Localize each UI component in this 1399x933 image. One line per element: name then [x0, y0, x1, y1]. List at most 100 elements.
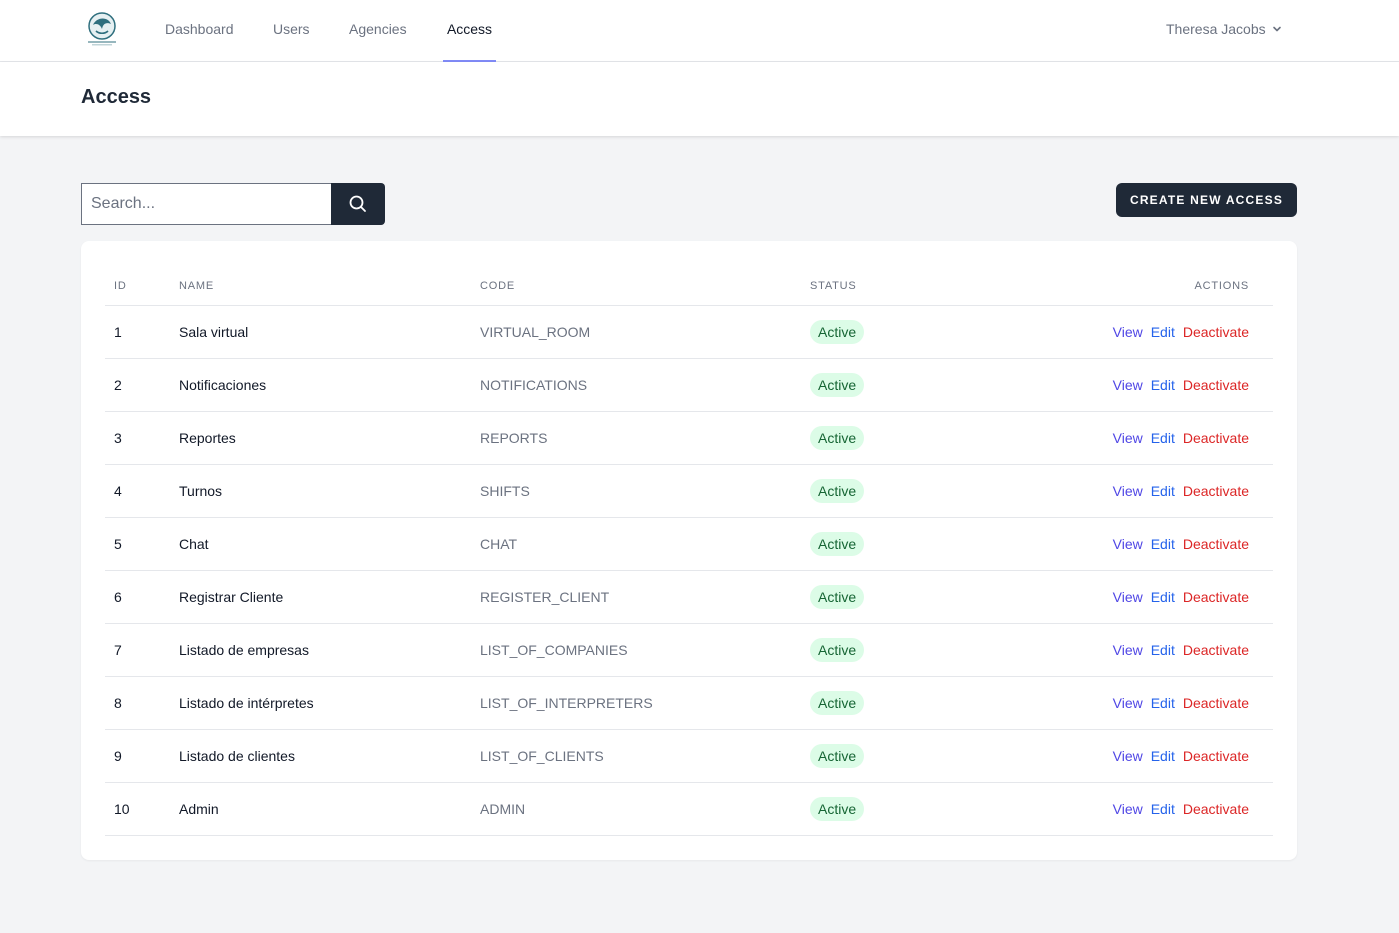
- search-bar: [81, 183, 385, 225]
- user-menu[interactable]: Theresa Jacobs: [1166, 0, 1282, 58]
- deactivate-link[interactable]: Deactivate: [1182, 747, 1249, 764]
- edit-link[interactable]: Edit: [1150, 482, 1175, 499]
- view-link[interactable]: View: [1112, 800, 1143, 817]
- app-logo[interactable]: [85, 11, 119, 47]
- cell-name: Sala virtual: [179, 305, 480, 359]
- status-badge: Active: [810, 425, 865, 450]
- edit-link[interactable]: Edit: [1150, 376, 1175, 393]
- cell-code: ADMIN: [480, 782, 810, 836]
- cell-name: Notificaciones: [179, 358, 480, 412]
- deactivate-link[interactable]: Deactivate: [1182, 376, 1249, 393]
- cell-name: Chat: [179, 517, 480, 571]
- cell-code: LIST_OF_INTERPRETERS: [480, 676, 810, 730]
- table-row: 8 Listado de intérpretes LIST_OF_INTERPR…: [105, 676, 1273, 730]
- deactivate-link[interactable]: Deactivate: [1182, 535, 1249, 552]
- cell-id: 1: [105, 305, 179, 359]
- edit-link[interactable]: Edit: [1150, 694, 1175, 711]
- column-header-status: STATUS: [810, 267, 1060, 306]
- cell-name: Listado de empresas: [179, 623, 480, 677]
- search-input[interactable]: [81, 183, 331, 225]
- deactivate-link[interactable]: Deactivate: [1182, 482, 1249, 499]
- nav-link-users[interactable]: Users: [273, 21, 310, 37]
- nav-link-agencies[interactable]: Agencies: [349, 21, 407, 37]
- status-badge: Active: [810, 478, 865, 503]
- cell-code: LIST_OF_CLIENTS: [480, 729, 810, 783]
- edit-link[interactable]: Edit: [1150, 323, 1175, 340]
- nav-link-access[interactable]: Access: [443, 0, 496, 62]
- status-badge: Active: [810, 531, 865, 556]
- deactivate-link[interactable]: Deactivate: [1182, 800, 1249, 817]
- status-badge: Active: [810, 637, 865, 662]
- view-link[interactable]: View: [1112, 535, 1143, 552]
- table-row: 6 Registrar Cliente REGISTER_CLIENT Acti…: [105, 570, 1273, 624]
- table-row: 1 Sala virtual VIRTUAL_ROOM Active View E…: [105, 305, 1273, 359]
- search-icon: [349, 195, 366, 212]
- view-link[interactable]: View: [1112, 588, 1143, 605]
- search-button[interactable]: [331, 183, 385, 225]
- view-link[interactable]: View: [1112, 641, 1143, 658]
- view-link[interactable]: View: [1112, 482, 1143, 499]
- cell-name: Registrar Cliente: [179, 570, 480, 624]
- cell-id: 3: [105, 411, 179, 465]
- cell-code: VIRTUAL_ROOM: [480, 305, 810, 359]
- create-new-access-button[interactable]: CREATE NEW ACCESS: [1116, 183, 1297, 217]
- edit-link[interactable]: Edit: [1150, 747, 1175, 764]
- cell-id: 6: [105, 570, 179, 624]
- cell-id: 10: [105, 782, 179, 836]
- deactivate-link[interactable]: Deactivate: [1182, 323, 1249, 340]
- table-row: 10 Admin ADMIN Active View Edit Deactivate: [105, 782, 1273, 836]
- column-header-name: NAME: [179, 267, 480, 306]
- status-badge: Active: [810, 690, 865, 715]
- edit-link[interactable]: Edit: [1150, 800, 1175, 817]
- edit-link[interactable]: Edit: [1150, 429, 1175, 446]
- cell-code: LIST_OF_COMPANIES: [480, 623, 810, 677]
- access-table-card: ID NAME CODE STATUS ACTIONS 1 Sala virtu…: [81, 241, 1297, 860]
- cell-code: REGISTER_CLIENT: [480, 570, 810, 624]
- cell-code: REPORTS: [480, 411, 810, 465]
- page-title: Access: [81, 86, 152, 108]
- deactivate-link[interactable]: Deactivate: [1182, 694, 1249, 711]
- top-navigation: Dashboard Users Agencies Access Theresa …: [0, 0, 1399, 62]
- status-badge: Active: [810, 319, 865, 344]
- user-name: Theresa Jacobs: [1166, 21, 1266, 37]
- column-header-id: ID: [105, 267, 179, 306]
- cell-code: SHIFTS: [480, 464, 810, 518]
- view-link[interactable]: View: [1112, 376, 1143, 393]
- edit-link[interactable]: Edit: [1150, 588, 1175, 605]
- table-row: 3 Reportes REPORTS Active View Edit Deacti…: [105, 411, 1273, 465]
- cell-name: Turnos: [179, 464, 480, 518]
- table-row: 9 Listado de clientes LIST_OF_CLIENTS Ac…: [105, 729, 1273, 783]
- cell-id: 4: [105, 464, 179, 518]
- column-header-code: CODE: [480, 267, 810, 306]
- view-link[interactable]: View: [1112, 429, 1143, 446]
- cell-id: 9: [105, 729, 179, 783]
- table-row: 2 Notificaciones NOTIFICATIONS Active Vi…: [105, 358, 1273, 412]
- view-link[interactable]: View: [1112, 747, 1143, 764]
- column-header-actions: ACTIONS: [1060, 267, 1273, 306]
- table-row: 5 Chat CHAT Active View Edit Deactivate: [105, 517, 1273, 571]
- page-header: Access: [0, 62, 1399, 136]
- cell-name: Reportes: [179, 411, 480, 465]
- cell-id: 2: [105, 358, 179, 412]
- cell-name: Admin: [179, 782, 480, 836]
- cell-code: CHAT: [480, 517, 810, 571]
- deactivate-link[interactable]: Deactivate: [1182, 429, 1249, 446]
- access-table: ID NAME CODE STATUS ACTIONS 1 Sala virtu…: [105, 267, 1273, 836]
- chevron-down-icon: [1272, 26, 1281, 32]
- cell-id: 8: [105, 676, 179, 730]
- status-badge: Active: [810, 584, 865, 609]
- view-link[interactable]: View: [1112, 323, 1143, 340]
- cell-id: 5: [105, 517, 179, 571]
- status-badge: Active: [810, 743, 865, 768]
- status-badge: Active: [810, 372, 865, 397]
- table-row: 4 Turnos SHIFTS Active View Edit Deactivat…: [105, 464, 1273, 518]
- view-link[interactable]: View: [1112, 694, 1143, 711]
- cell-name: Listado de intérpretes: [179, 676, 480, 730]
- nav-link-dashboard[interactable]: Dashboard: [165, 21, 234, 37]
- table-row: 7 Listado de empresas LIST_OF_COMPANIES …: [105, 623, 1273, 677]
- edit-link[interactable]: Edit: [1150, 535, 1175, 552]
- deactivate-link[interactable]: Deactivate: [1182, 641, 1249, 658]
- cell-id: 7: [105, 623, 179, 677]
- deactivate-link[interactable]: Deactivate: [1182, 588, 1249, 605]
- edit-link[interactable]: Edit: [1150, 641, 1175, 658]
